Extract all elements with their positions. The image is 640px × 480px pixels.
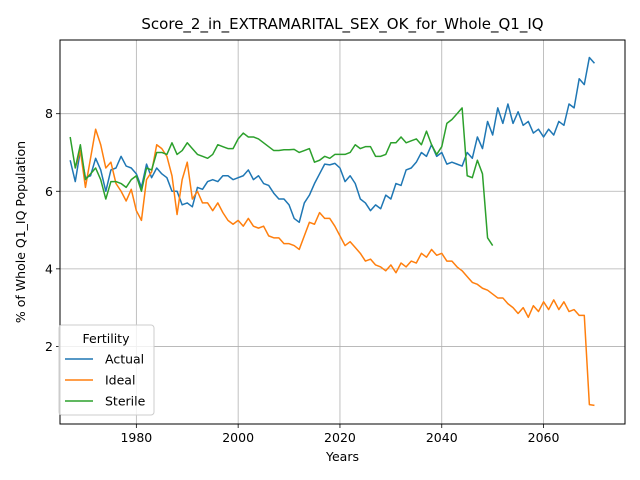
legend-label-ideal: Ideal xyxy=(105,373,135,388)
x-tick-label: 2060 xyxy=(528,430,560,445)
x-tick-label: 2040 xyxy=(426,430,458,445)
y-tick-label: 2 xyxy=(45,339,53,354)
y-tick-label: 6 xyxy=(45,184,53,199)
x-tick-label: 2020 xyxy=(324,430,356,445)
legend-title: Fertility xyxy=(83,331,131,346)
chart-title: Score_2_in_EXTRAMARITAL_SEX_OK_for_Whole… xyxy=(141,15,543,34)
series-line-ideal xyxy=(74,128,595,407)
series-lines xyxy=(69,56,596,407)
y-axis-label: % of Whole Q1_IQ Population xyxy=(13,141,28,323)
series-line-actual xyxy=(69,56,596,224)
legend-label-sterile: Sterile xyxy=(105,394,146,409)
y-tick-label: 8 xyxy=(45,106,53,121)
legend-label-actual: Actual xyxy=(105,352,144,367)
legend-box xyxy=(58,324,155,416)
y-tick-label: 4 xyxy=(45,261,53,276)
plot-frame xyxy=(59,39,626,425)
axis-ticks: 1980 2000 2020 2040 2060 2 4 6 8 xyxy=(45,106,559,445)
x-tick-label: 1980 xyxy=(120,430,152,445)
grid xyxy=(60,40,625,424)
legend-entries: Actual Ideal Sterile xyxy=(65,352,146,409)
x-tick-label: 2000 xyxy=(222,430,254,445)
x-axis-label: Years xyxy=(325,449,359,464)
series-line-sterile xyxy=(69,107,494,246)
legend: Fertility Actual Ideal Sterile xyxy=(58,324,155,416)
